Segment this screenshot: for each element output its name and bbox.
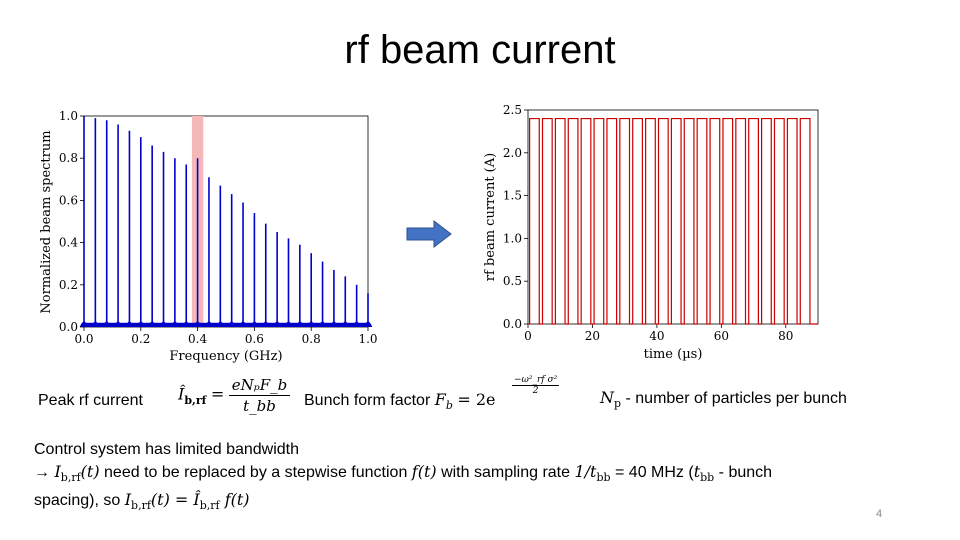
- spectrum-y-label: Normalized beam spectrum: [39, 130, 54, 313]
- peak-rf-label: Peak rf current: [38, 392, 143, 409]
- text-run: - bunch: [714, 464, 773, 481]
- peak-denominator: t_bb: [243, 397, 276, 415]
- y-tick-label: 0.5: [503, 274, 522, 288]
- current-series-line: [528, 117, 818, 325]
- bff-rhs: = 2e: [457, 390, 496, 409]
- x-tick-label: 60: [714, 329, 729, 343]
- math-symbol: I: [124, 490, 132, 510]
- math-symbol: f(t): [411, 462, 437, 481]
- math-symbol: Î: [193, 490, 200, 510]
- peak-lhs: Î: [178, 384, 185, 404]
- body-line-2: → Ib,rf(t) need to be replaced by a step…: [34, 461, 914, 489]
- page-number: 4: [876, 508, 883, 520]
- bff-exp-num: ω²_rf σ²: [521, 375, 558, 385]
- x-tick-label: 0: [524, 329, 532, 343]
- math-symbol: 1/t: [574, 462, 597, 481]
- body-text: Control system has limited bandwidth → I…: [34, 439, 914, 517]
- math-symbol: f(t): [219, 490, 250, 510]
- text-run: = 40 MHz (: [610, 464, 694, 481]
- spectrum-plot-area: [83, 115, 369, 328]
- peak-lhs-sub: b,rf: [184, 393, 207, 407]
- bff-exponent: −ω²_rf σ² 2: [512, 375, 560, 396]
- math-symbol: (t) =: [150, 490, 194, 510]
- current-plot-area: [527, 109, 819, 325]
- current-y-label: rf beam current (A): [483, 153, 498, 281]
- math-symbol: I: [54, 462, 61, 481]
- x-tick-label: 40: [649, 329, 664, 343]
- bff-lhs-sub: b: [445, 399, 453, 413]
- peak-fraction: eNₚF_b t_bb: [228, 376, 291, 415]
- current-x-label: time (µs): [644, 347, 703, 362]
- np-text: - number of particles per bunch: [621, 390, 847, 407]
- text-run: need to be replaced by a stepwise functi…: [99, 464, 412, 481]
- bunch-form-factor: Bunch form factor Fb = 2e: [304, 390, 495, 412]
- math-sub: b,rf: [131, 499, 151, 513]
- arrow-glyph: →: [34, 464, 50, 481]
- text-run: spacing), so: [34, 492, 125, 510]
- np-symbol: N: [600, 388, 614, 407]
- y-tick-label: 1.5: [503, 189, 522, 203]
- y-tick-label: 0.0: [59, 320, 78, 334]
- spectrum-chart: 0.0 0.2 0.4 0.6 0.8 1.0 0.0 0.2 0.4 0.6 0.8 1.0 Fre…: [39, 109, 378, 364]
- slide-title: rf beam current: [344, 28, 616, 72]
- math-sub: b,rf: [60, 471, 81, 485]
- bff-label: Bunch form factor: [304, 392, 431, 409]
- spectrum-x-label: Frequency (GHz): [169, 349, 282, 364]
- x-tick-label: 80: [778, 329, 793, 343]
- x-tick-label: 0.4: [188, 332, 207, 346]
- np-sub: p: [614, 397, 622, 411]
- peak-eq: =: [210, 384, 225, 404]
- bff-lhs: F: [434, 390, 446, 409]
- y-tick-label: 1.0: [503, 231, 522, 245]
- math-symbol: t: [693, 462, 701, 481]
- spectrum-noise-floor: [84, 322, 368, 327]
- body-line-3: spacing), so Ib,rf(t) = Îb,rf f(t): [34, 489, 914, 517]
- x-tick-label: 0.8: [302, 332, 321, 346]
- y-tick-label: 0.6: [59, 193, 78, 207]
- math-sub: b,rf: [199, 499, 220, 513]
- x-tick-label: 20: [585, 329, 600, 343]
- x-tick-label: 0.2: [131, 332, 150, 346]
- math-sub: bb: [596, 471, 611, 485]
- y-tick-label: 0.4: [59, 236, 78, 250]
- y-tick-label: 0.8: [59, 151, 78, 165]
- y-tick-label: 1.0: [59, 109, 78, 123]
- y-tick-label: 2.0: [503, 146, 522, 160]
- peak-numerator: eNₚF_b: [228, 376, 291, 396]
- x-tick-label: 0.6: [245, 332, 264, 346]
- peak-rf-formula: Îb,rf = eNₚF_b t_bb: [178, 376, 291, 415]
- np-definition: Np - number of particles per bunch: [600, 388, 847, 410]
- current-chart: 0 20 40 60 80 0.0 0.5 1.0 1.5 2.0 2.5 time (µs) rf…: [483, 103, 819, 362]
- y-tick-label: 2.5: [503, 103, 522, 117]
- right-arrow-icon: [406, 220, 452, 248]
- y-tick-label: 0.2: [59, 278, 78, 292]
- math-sub: bb: [700, 471, 715, 485]
- body-line-1: Control system has limited bandwidth: [34, 441, 300, 458]
- bff-exp-den: 2: [532, 386, 539, 396]
- y-tick-label: 0.0: [503, 317, 522, 331]
- math-symbol: (t): [80, 462, 100, 481]
- x-tick-label: 0.0: [74, 332, 93, 346]
- text-run: with sampling rate: [436, 464, 575, 481]
- x-tick-label: 1.0: [358, 332, 377, 346]
